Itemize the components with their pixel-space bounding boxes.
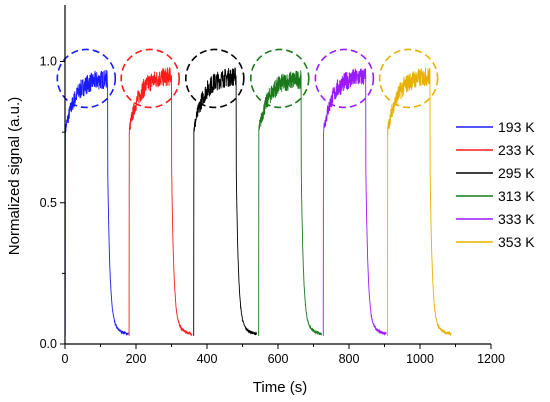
y-axis-title: Normalized signal (a.u.) (6, 97, 23, 255)
ticks: 0 200 400 600 800 1000 1200 0.0 0.5 1.0 (40, 55, 505, 367)
series-line-333k (322, 68, 387, 336)
plot-annotations (56, 48, 439, 109)
legend-label: 193 K (498, 119, 535, 135)
x-tick-label: 1000 (406, 352, 434, 366)
series-line-233k (128, 67, 193, 337)
x-tick-label: 200 (126, 352, 147, 366)
annotation-circle-4 (249, 48, 310, 109)
x-tick-label: 800 (339, 352, 360, 366)
annotation-circle-1 (56, 48, 117, 109)
y-tick-label: 0.5 (40, 196, 57, 210)
x-tick-label: 600 (268, 352, 289, 366)
y-tick-label: 1.0 (40, 55, 57, 69)
plot-traces (64, 67, 452, 337)
series-line-193k (64, 69, 129, 336)
legend-label: 233 K (498, 142, 535, 158)
series-line-295k (193, 67, 258, 336)
legend-label: 333 K (498, 211, 535, 227)
annotation-circle-2 (120, 48, 180, 109)
x-axis-title: Time (s) (253, 379, 307, 396)
series-line-313k (258, 70, 323, 336)
x-tick-label: 400 (197, 352, 218, 366)
series-line-353k (387, 67, 452, 337)
annotation-circle-5 (314, 48, 375, 109)
x-tick-label: 0 (62, 352, 69, 366)
y-tick-label: 0.0 (40, 337, 57, 351)
legend-label: 313 K (498, 188, 535, 204)
legend: 193 K 233 K 295 K 313 K 333 K 353 K (456, 119, 535, 250)
x-tick-label: 1200 (477, 352, 505, 366)
legend-label: 353 K (498, 234, 535, 250)
annotation-circle-6 (378, 48, 439, 109)
legend-label: 295 K (498, 165, 535, 181)
annotation-circle-3 (185, 48, 245, 109)
